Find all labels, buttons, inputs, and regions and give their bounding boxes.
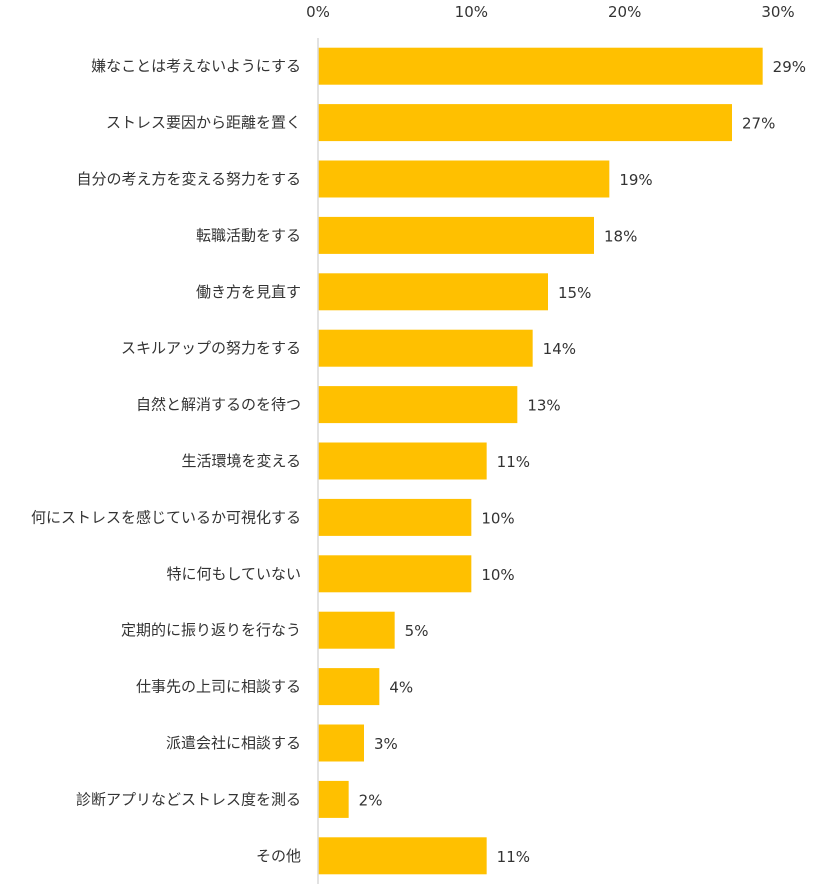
bar <box>318 724 364 762</box>
category-label: 派遣会社に相談する <box>166 734 301 752</box>
category-label: 転職活動をする <box>196 226 301 244</box>
category-label: 何にストレスを感じているか可視化する <box>31 508 301 526</box>
data-label: 13% <box>527 397 560 415</box>
category-label: スキルアップの努力をする <box>121 339 301 357</box>
category-label: 仕事先の上司に相談する <box>136 678 301 696</box>
data-label: 14% <box>543 340 576 358</box>
category-label: 定期的に振り返りを行なう <box>121 621 301 639</box>
category-label: 診断アプリなどストレス度を測る <box>76 790 301 808</box>
bars <box>318 47 763 875</box>
category-label: 生活環境を変える <box>181 452 301 470</box>
data-label: 29% <box>773 58 806 76</box>
data-label: 10% <box>481 509 514 527</box>
bar <box>318 273 548 311</box>
data-label: 3% <box>374 735 398 753</box>
bar <box>318 160 610 198</box>
x-tick-label: 0% <box>306 3 330 21</box>
bar <box>318 47 763 85</box>
x-tick-label: 30% <box>761 3 794 21</box>
category-labels: 嫌なことは考えないようにするストレス要因から距離を置く自分の考え方を変える努力を… <box>31 57 301 865</box>
bar <box>318 386 518 424</box>
bar <box>318 668 380 706</box>
data-label: 11% <box>497 453 530 471</box>
data-label: 10% <box>481 566 514 584</box>
data-label: 27% <box>742 115 775 133</box>
bar <box>318 780 349 818</box>
x-tick-label: 20% <box>608 3 641 21</box>
bar <box>318 329 533 367</box>
bar <box>318 498 472 536</box>
bar <box>318 555 472 593</box>
category-label: 特に何もしていない <box>166 565 301 583</box>
data-label: 19% <box>619 171 652 189</box>
bar <box>318 442 487 480</box>
data-label: 15% <box>558 284 591 302</box>
category-label: ストレス要因から距離を置く <box>106 114 301 132</box>
bar <box>318 837 487 875</box>
bar <box>318 611 395 649</box>
data-label: 4% <box>389 679 413 697</box>
data-label: 18% <box>604 227 637 245</box>
x-axis-ticks: 0% 10% 20% 30% <box>306 3 795 21</box>
data-label: 2% <box>359 791 383 809</box>
category-label: その他 <box>256 847 301 865</box>
category-label: 働き方を見直す <box>196 283 301 301</box>
category-label: 嫌なことは考えないようにする <box>91 57 301 75</box>
data-label: 11% <box>497 848 530 866</box>
category-label: 自分の考え方を変える努力をする <box>76 170 301 188</box>
x-tick-label: 10% <box>455 3 488 21</box>
bar <box>318 216 594 254</box>
data-label: 5% <box>405 622 429 640</box>
value-labels: 29% 27% 19% 18% 15% 14% 13% 11% 10% 10% 5% 4% 3% 2% 11… <box>359 58 806 866</box>
bar <box>318 104 732 142</box>
category-label: 自然と解消するのを待つ <box>136 396 301 414</box>
